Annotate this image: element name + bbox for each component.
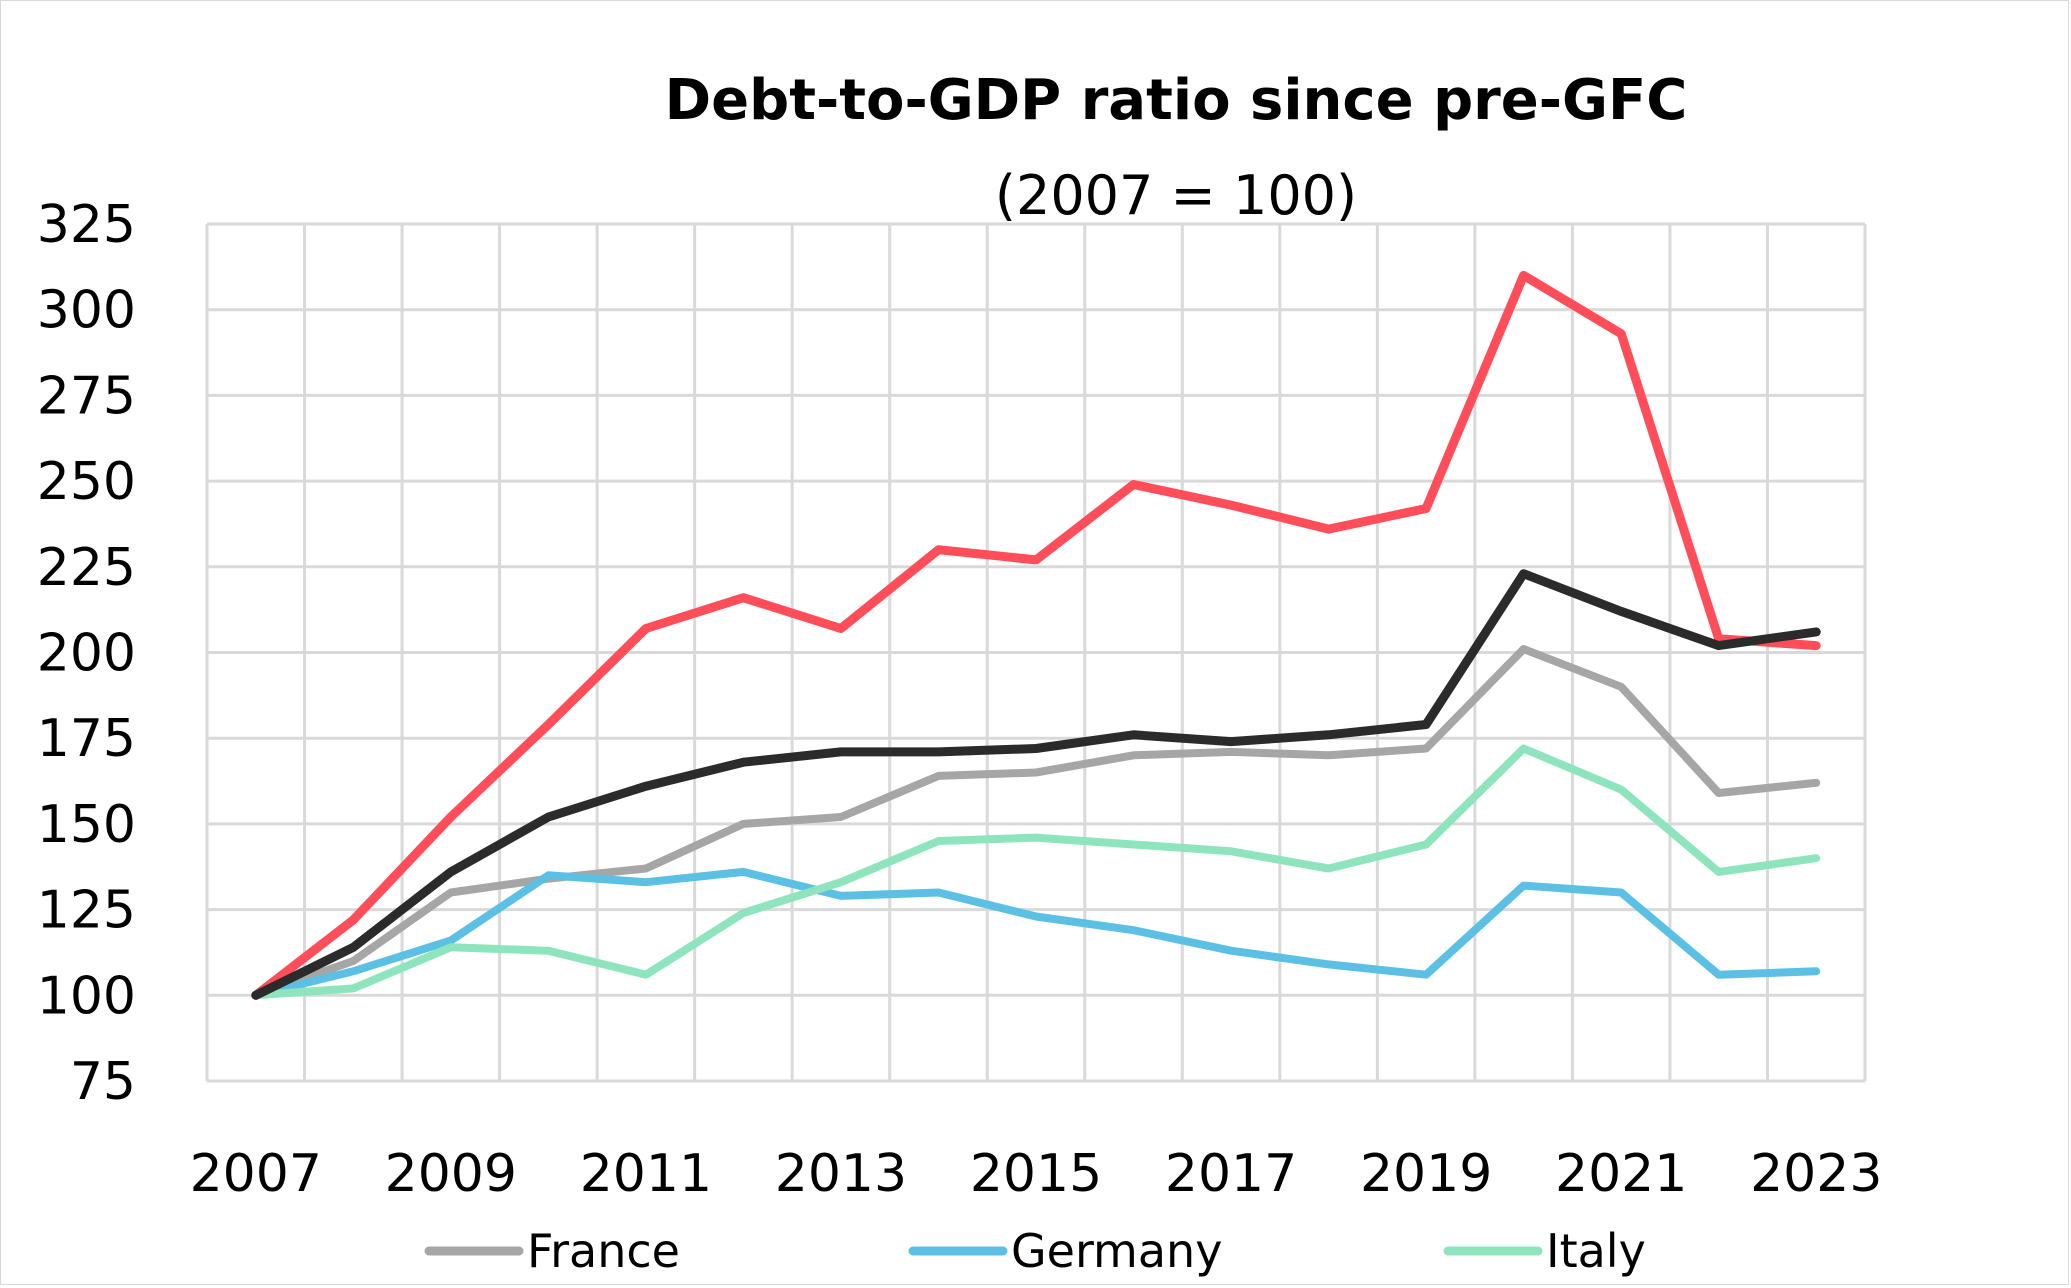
x-tick-label: 2013 <box>775 1144 907 1204</box>
x-tick-label: 2015 <box>970 1144 1102 1204</box>
y-tick-label: 125 <box>37 881 136 941</box>
x-tick-label: 2011 <box>580 1144 712 1204</box>
series-line-france <box>251 645 1821 1000</box>
x-tick-label: 2017 <box>1165 1144 1297 1204</box>
y-tick-label: 75 <box>70 1052 136 1112</box>
chart-title: Debt-to-GDP ratio since pre-GFC <box>665 68 1688 133</box>
y-tick-label: 200 <box>37 624 136 684</box>
series-line-unlabeled <box>251 270 1821 1000</box>
gridlines <box>205 222 1867 1083</box>
series-line-italy <box>251 744 1821 1000</box>
legend-label: Italy <box>1546 1224 1646 1278</box>
y-tick-label: 325 <box>37 195 136 255</box>
x-axis-tick-labels: 2007 2009 2011 2013 2015 2017 2019 2021 2023 <box>190 1144 1883 1204</box>
y-tick-label: 150 <box>37 795 136 855</box>
x-tick-label: 2023 <box>1750 1144 1882 1204</box>
y-tick-label: 175 <box>37 709 136 769</box>
legend: France Germany Italy <box>424 1224 1646 1278</box>
y-tick-label: 250 <box>37 452 136 512</box>
y-tick-label: 300 <box>37 281 136 341</box>
x-tick-label: 2021 <box>1555 1144 1687 1204</box>
series-line-germany <box>251 867 1821 1000</box>
y-tick-label: 100 <box>37 966 136 1026</box>
legend-label: France <box>527 1224 680 1278</box>
x-tick-label: 2019 <box>1360 1144 1492 1204</box>
x-tick-label: 2009 <box>385 1144 517 1204</box>
series-line-unlabeled <box>251 569 1821 1000</box>
y-axis-tick-labels: 75 100 125 150 175 200 225 250 275 300 325 <box>37 195 136 1112</box>
legend-label: Germany <box>1011 1224 1222 1278</box>
y-tick-label: 225 <box>37 538 136 598</box>
y-tick-label: 275 <box>37 366 136 426</box>
chart-subtitle: (2007 = 100) <box>995 164 1357 227</box>
series-lines <box>251 270 1821 1000</box>
x-tick-label: 2007 <box>190 1144 322 1204</box>
